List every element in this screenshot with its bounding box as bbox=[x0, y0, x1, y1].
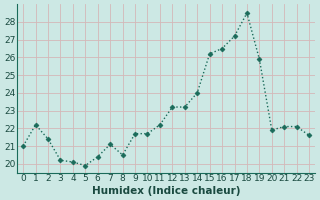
X-axis label: Humidex (Indice chaleur): Humidex (Indice chaleur) bbox=[92, 186, 240, 196]
